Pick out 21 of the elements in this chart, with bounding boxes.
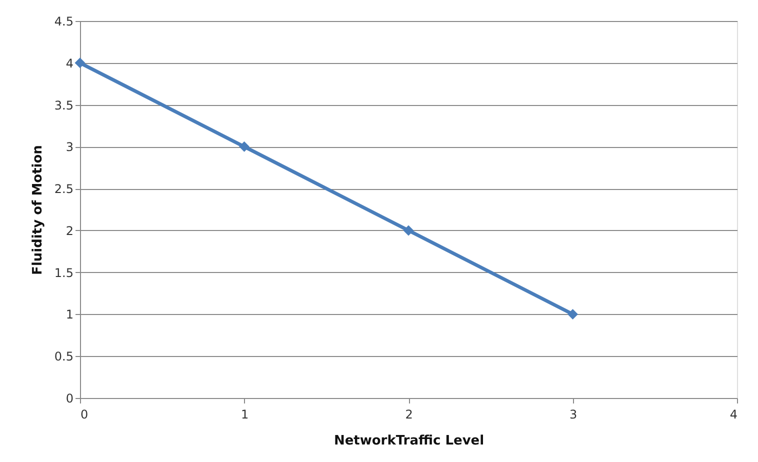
x-tick-label: 1 — [240, 408, 249, 422]
y-tick-label: 3.5 — [54, 98, 74, 112]
x-tick-label: 4 — [730, 408, 738, 422]
x-tick-label: 0 — [80, 408, 88, 422]
point — [403, 225, 414, 236]
y-axis-title: Fluidity of Motion — [30, 145, 46, 275]
y-tick-label: 3 — [66, 140, 74, 154]
y-tick-label: 2.5 — [54, 182, 74, 196]
y-tick-label: 4 — [66, 56, 74, 70]
x-tick-label: 3 — [569, 408, 578, 422]
y-tick-label: 4.5 — [54, 14, 74, 28]
point — [74, 58, 86, 68]
y-tick-label: 2 — [66, 224, 74, 238]
x-axis-title: NetworkTraffic Level — [334, 434, 484, 448]
y-tick-label: 0.5 — [54, 350, 74, 364]
y-tick-label: 1 — [66, 308, 74, 322]
point — [239, 141, 250, 152]
x-tick-label: 2 — [405, 408, 413, 422]
point — [568, 308, 578, 320]
y-tick-label: 1.5 — [54, 266, 74, 280]
y-tick-label: 0 — [66, 392, 74, 406]
